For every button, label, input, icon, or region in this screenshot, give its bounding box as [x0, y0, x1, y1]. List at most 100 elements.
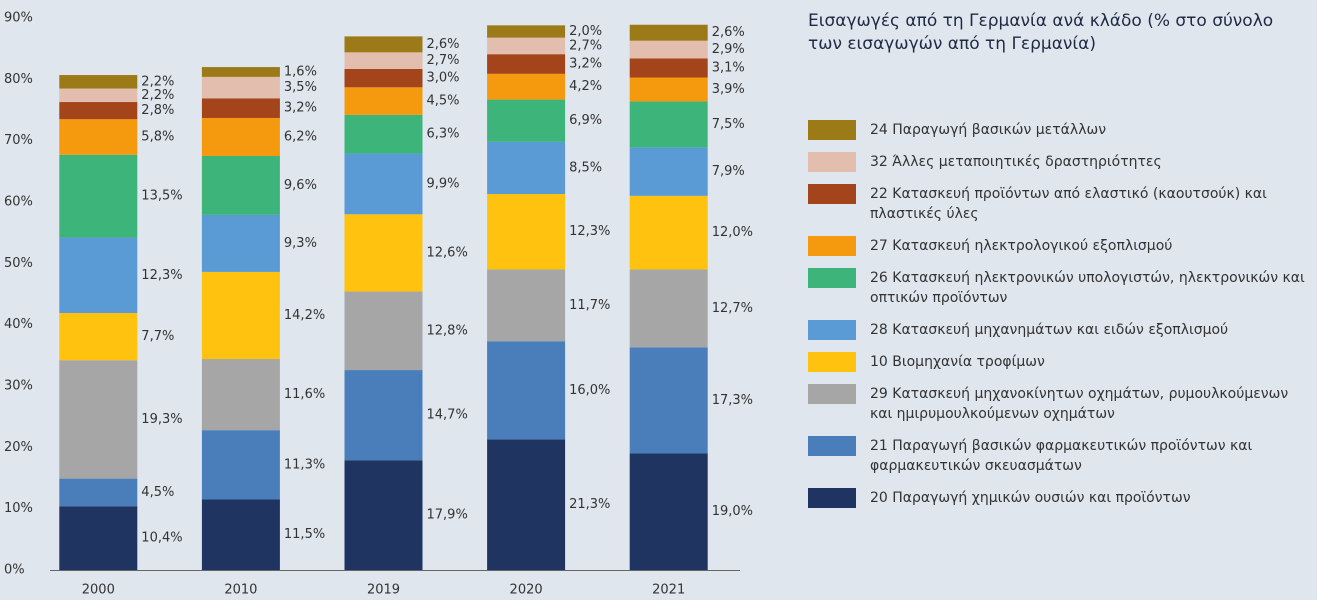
value-label: 13,5%	[141, 189, 182, 204]
value-label: 9,9%	[427, 176, 460, 191]
value-label: 3,0%	[427, 71, 460, 86]
value-label: 12,6%	[427, 245, 468, 260]
value-label: 19,0%	[712, 504, 753, 519]
value-label: 14,7%	[427, 408, 468, 423]
value-label: 16,0%	[569, 383, 610, 398]
value-label: 2,0%	[569, 24, 602, 39]
legend-label: 29 Κατασκευή μηχανοκίνητων οχημάτων, ρυμ…	[870, 386, 1289, 422]
value-label: 3,2%	[569, 57, 602, 72]
value-label: 9,3%	[284, 236, 317, 251]
bar-segment	[59, 154, 138, 238]
legend-item: 20 Παραγωγή χημικών ουσιών και προϊόντων	[808, 488, 1308, 508]
value-label: 17,9%	[427, 508, 468, 523]
bar-segment	[487, 141, 566, 195]
legend-item: 26 Κατασκευή ηλεκτρονικών υπολογιστών, η…	[808, 268, 1308, 308]
bar-segment	[344, 291, 423, 371]
bar-segment	[629, 347, 708, 454]
bar-segment	[59, 237, 138, 314]
value-label: 21,3%	[569, 497, 610, 512]
bar-segment	[487, 194, 566, 270]
bar-segment	[59, 313, 138, 361]
value-label: 4,2%	[569, 79, 602, 94]
bar-segment	[201, 98, 280, 118]
value-label: 6,3%	[427, 127, 460, 142]
value-label: 2,2%	[141, 88, 174, 103]
bar-segment	[201, 499, 280, 570]
value-label: 6,2%	[284, 129, 317, 144]
legend-swatch	[808, 184, 856, 204]
bar-segment	[201, 156, 280, 215]
bar-segment	[59, 102, 138, 120]
value-label: 8,5%	[569, 160, 602, 175]
legend-item: 29 Κατασκευή μηχανοκίνητων οχημάτων, ρυμ…	[808, 384, 1308, 424]
y-tick-label: 80%	[4, 72, 33, 87]
value-label: 12,3%	[141, 268, 182, 283]
legend-item: 22 Κατασκευή προϊόντων από ελαστικό (καο…	[808, 184, 1308, 224]
legend-swatch	[808, 436, 856, 456]
legend-label: 27 Κατασκευή ηλεκτρολογικού εξοπλισμού	[870, 238, 1173, 254]
chart-title: Εισαγωγές από τη Γερμανία ανά κλάδο (% σ…	[808, 11, 1274, 54]
bar-segment	[344, 114, 423, 154]
bar-segment	[487, 54, 566, 74]
value-label: 3,9%	[712, 82, 745, 97]
bar-segment	[629, 77, 708, 102]
value-label: 2,6%	[712, 25, 745, 40]
value-label: 1,6%	[284, 64, 317, 79]
value-label: 9,6%	[284, 178, 317, 193]
bar-segment	[59, 478, 138, 507]
bar-segment	[629, 101, 708, 148]
legend-item: 24 Παραγωγή βασικών μετάλλων	[808, 120, 1308, 140]
y-tick-label: 60%	[4, 195, 33, 210]
value-label: 3,1%	[712, 60, 745, 75]
y-tick-label: 50%	[4, 256, 33, 271]
value-label: 12,8%	[427, 323, 468, 338]
bar-segment	[487, 25, 566, 38]
bar-segment	[629, 24, 708, 41]
value-label: 2,2%	[141, 74, 174, 89]
bar-segment	[487, 269, 566, 342]
bar-segment	[629, 269, 708, 348]
value-label: 7,9%	[712, 164, 745, 179]
bar-segment	[201, 76, 280, 99]
bar-segment	[59, 119, 138, 155]
value-label: 11,5%	[284, 527, 325, 542]
value-label: 12,7%	[712, 301, 753, 316]
bar-segment	[487, 73, 566, 100]
value-label: 19,3%	[141, 412, 182, 427]
x-tick-label: 2021	[652, 583, 685, 598]
value-label: 2,8%	[141, 103, 174, 118]
bar-segment	[629, 40, 708, 59]
legend-label: 20 Παραγωγή χημικών ουσιών και προϊόντων	[870, 490, 1191, 506]
legend-swatch	[808, 152, 856, 172]
bar-segment	[344, 36, 423, 53]
bar-segment	[487, 439, 566, 570]
bar-segment	[487, 37, 566, 55]
bar-segment	[487, 341, 566, 440]
legend-label: 26 Κατασκευή ηλεκτρονικών υπολογιστών, η…	[870, 270, 1305, 306]
legend-swatch	[808, 120, 856, 140]
legend-label: 10 Βιομηχανία τροφίμων	[870, 354, 1045, 370]
value-label: 3,2%	[284, 101, 317, 116]
value-label: 4,5%	[427, 94, 460, 109]
legend-item: 27 Κατασκευή ηλεκτρολογικού εξοπλισμού	[808, 236, 1308, 256]
bar-segment	[629, 58, 708, 78]
bar-segment	[344, 87, 423, 115]
bar-segment	[344, 460, 423, 570]
x-tick-label: 2020	[510, 583, 543, 598]
y-tick-label: 0%	[4, 563, 25, 578]
legend-label: 22 Κατασκευή προϊόντων από ελαστικό (καο…	[870, 186, 1267, 222]
bar-segment	[59, 88, 138, 103]
y-tick-label: 90%	[4, 11, 33, 26]
x-tick-label: 2019	[367, 583, 400, 598]
value-label: 11,6%	[284, 387, 325, 402]
y-tick-label: 70%	[4, 133, 33, 148]
bar-segment	[201, 117, 280, 156]
legend-swatch	[808, 268, 856, 288]
value-label: 2,7%	[427, 53, 460, 68]
value-label: 14,2%	[284, 308, 325, 323]
value-label: 7,5%	[712, 117, 745, 132]
y-tick-label: 40%	[4, 317, 33, 332]
bar-segment	[629, 453, 708, 570]
bar-segment	[629, 195, 708, 270]
